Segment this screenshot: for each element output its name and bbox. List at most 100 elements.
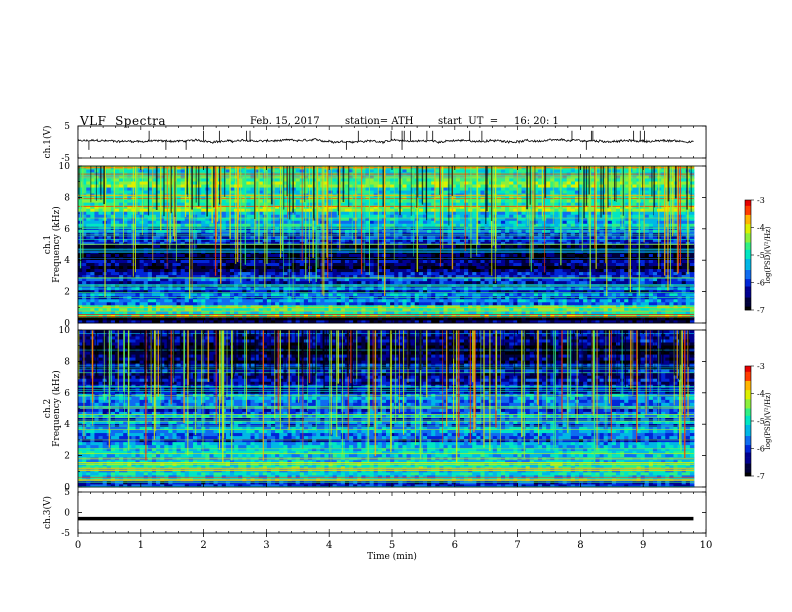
spec1-cell	[484, 289, 490, 294]
spec1-cell	[496, 241, 502, 245]
spec1-cell	[164, 313, 169, 318]
spec1-cell	[160, 223, 165, 227]
spec1-cell	[435, 268, 440, 273]
spec1-cell	[406, 286, 412, 291]
spec1-cell	[410, 235, 416, 239]
spec1-cell	[583, 307, 588, 312]
spec1-cell	[427, 226, 432, 230]
spec1-cell	[599, 304, 605, 309]
spec1-cell	[550, 271, 555, 276]
spec1-cell	[176, 268, 182, 273]
spec1-cell	[410, 310, 416, 315]
spec1-cell	[180, 241, 186, 245]
spec1-cell	[570, 226, 576, 230]
spec1-cell	[574, 265, 580, 270]
spec1-cell	[365, 265, 370, 270]
spec1-cell	[192, 286, 198, 291]
spec1-cell	[156, 313, 161, 318]
spec1-cell	[205, 304, 210, 309]
spec1-cell	[459, 313, 465, 318]
spec1-cell	[365, 316, 370, 321]
spec1-cell	[98, 310, 104, 315]
spec1-cell	[611, 226, 617, 230]
spec1-cell	[542, 298, 547, 303]
spec1-cell	[373, 316, 379, 321]
spec1-cell	[562, 292, 568, 297]
spec1-cell	[242, 277, 247, 282]
spec1-cell	[509, 292, 514, 297]
spec1-cell	[455, 301, 461, 306]
spec1-cell	[611, 286, 617, 291]
spec1-cell	[513, 298, 518, 303]
spec1-cell	[529, 292, 535, 297]
spec1-cell	[418, 280, 424, 285]
spec1-cell	[180, 250, 186, 254]
spec1-cell	[566, 241, 572, 245]
spec1-cell	[262, 307, 268, 312]
spec1-cell	[472, 292, 477, 297]
spec1-cell	[574, 271, 580, 276]
spec1-cell	[583, 298, 588, 303]
spec1-cell	[599, 319, 605, 324]
spec1-cell	[689, 241, 695, 245]
spec1-cell	[147, 271, 153, 276]
spec1-cell	[484, 307, 490, 312]
spec1-cell	[484, 304, 490, 309]
spec1-cell	[299, 289, 305, 294]
spec1-cell	[505, 235, 510, 239]
spec1-cell	[468, 226, 473, 230]
spec1-cell	[402, 235, 407, 239]
spec1-cell	[119, 259, 124, 264]
spec1-cell	[468, 292, 473, 297]
spec1-cell	[418, 319, 424, 324]
spec1-cell	[209, 271, 214, 276]
spec1-cell	[242, 307, 247, 312]
spec1-cell	[517, 241, 522, 245]
spec1-cell	[123, 262, 128, 267]
spec1-cell	[160, 313, 165, 318]
spec1-cell	[628, 310, 633, 315]
spec1-cell	[665, 319, 670, 324]
spec1-cell	[147, 265, 153, 270]
spec1-cell	[246, 304, 251, 309]
spec1-cell	[234, 310, 239, 315]
spec1-cell	[398, 313, 403, 318]
spec1-cell	[439, 301, 444, 306]
spec1-cell	[123, 289, 128, 294]
spec1-cell	[455, 277, 461, 282]
spec1-cell	[164, 271, 169, 276]
spec1-cell	[180, 262, 186, 267]
spec1-cell	[669, 310, 674, 315]
spec1-cell	[492, 298, 498, 303]
spec1-cell	[295, 250, 301, 254]
spec1-cell	[624, 268, 629, 273]
spec1-cell	[246, 286, 251, 291]
spec1-cell	[480, 238, 485, 242]
spec1-cell	[377, 253, 383, 257]
spec1-cell	[221, 250, 227, 254]
spec1-cell	[464, 253, 469, 257]
spec1-cell	[369, 274, 375, 279]
spec1-cell	[406, 310, 412, 315]
spec1-cell	[94, 241, 99, 245]
spec1-cell	[336, 304, 342, 309]
spec1-cell	[201, 265, 206, 270]
spec1-cell	[644, 307, 650, 312]
spec1-cell	[455, 319, 461, 324]
spec1-cell	[90, 301, 95, 306]
spec1-cell	[271, 298, 276, 303]
spec1-cell	[591, 316, 596, 321]
spec1-cell	[542, 271, 547, 276]
spec1-cell	[279, 304, 284, 309]
spec1-cell	[447, 265, 453, 270]
spec1-cell	[464, 289, 469, 294]
spec1-cell	[139, 280, 145, 285]
spec1-cell	[632, 238, 637, 242]
spec1-cell	[513, 307, 518, 312]
spec1-cell	[550, 241, 555, 245]
spec1-cell	[439, 235, 444, 239]
spec1-cell	[402, 226, 407, 230]
spec1-cell	[529, 259, 535, 264]
spec1-cell	[472, 250, 477, 254]
